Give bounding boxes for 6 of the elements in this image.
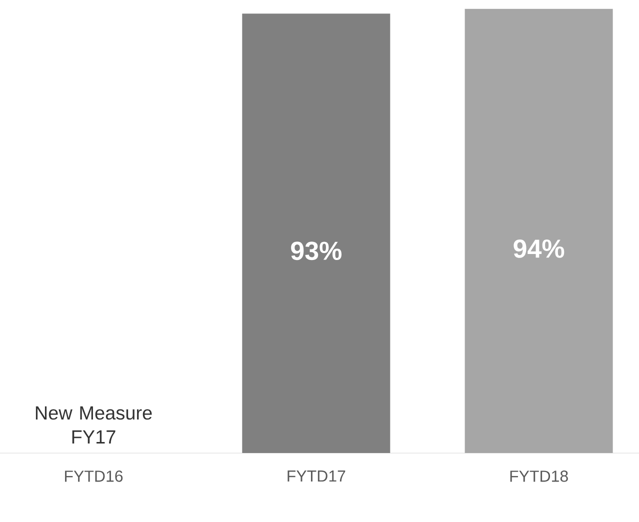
data-label: 94% <box>514 239 564 258</box>
data-label: 93% <box>291 242 342 260</box>
x-tick-label: FYTD17 <box>288 470 346 482</box>
x-tick-label: FYTD16 <box>65 470 123 482</box>
x-tick-label: FYTD18 <box>510 470 568 482</box>
text: New Measure FY17 <box>36 406 152 444</box>
